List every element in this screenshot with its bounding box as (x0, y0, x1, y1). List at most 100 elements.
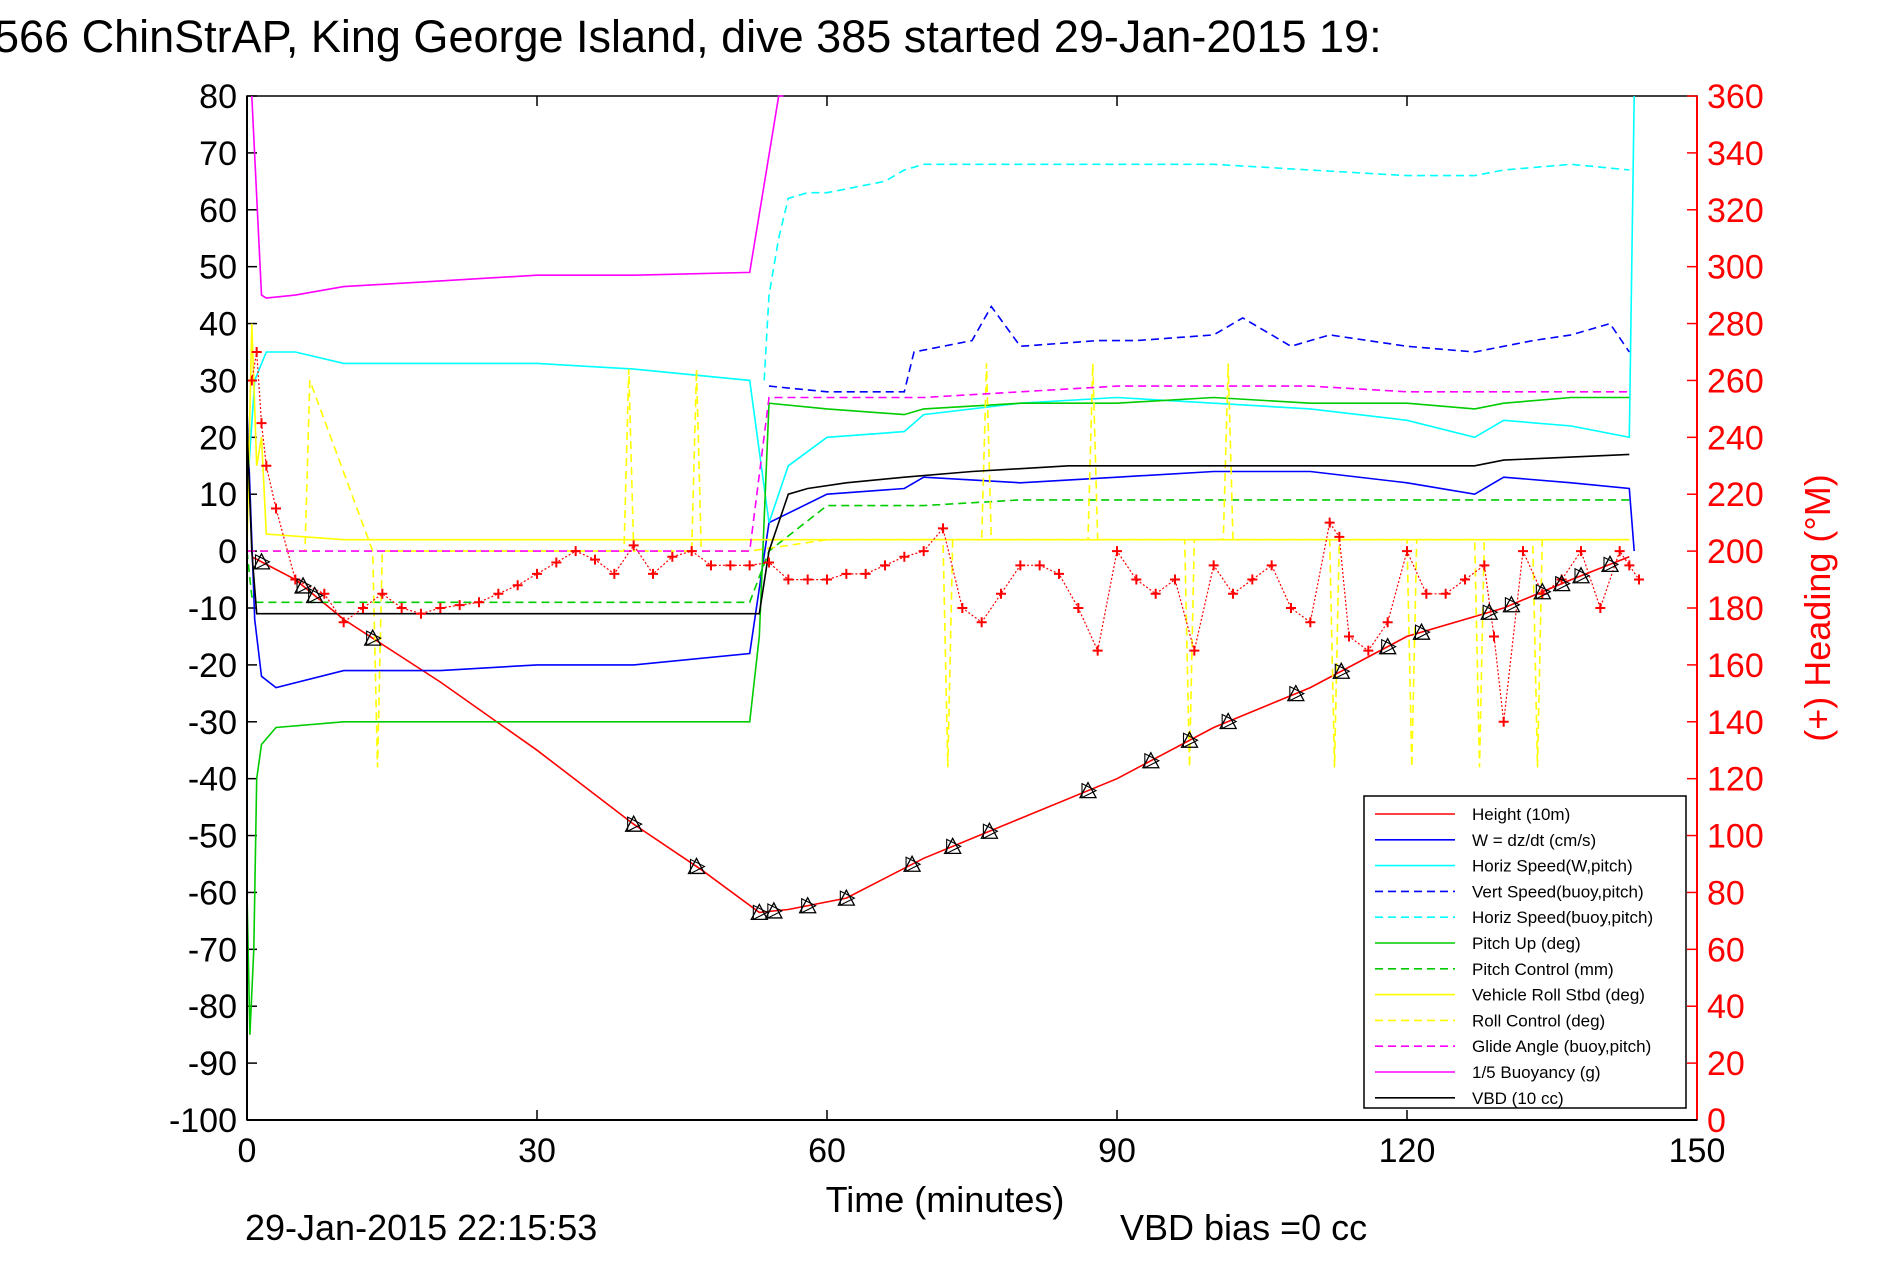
dive-marker (1571, 566, 1591, 584)
x-tick-label: 120 (1379, 1132, 1436, 1170)
dive-marker (1502, 595, 1521, 613)
heading-point (918, 546, 929, 557)
heading-point (1576, 546, 1586, 557)
heading-point (396, 603, 407, 613)
dive-marker-alt (1535, 583, 1552, 600)
y2-tick-label: 220 (1707, 476, 1764, 514)
heading-point (1170, 574, 1180, 585)
heading-point (416, 608, 426, 619)
y-tick-label: 40 (199, 306, 237, 344)
y2-tick-label: 40 (1707, 988, 1745, 1026)
heading-point (1421, 588, 1432, 599)
legend-entry: Roll Control (deg) (1472, 1011, 1605, 1030)
heading-point (1363, 645, 1374, 656)
y2-tick-label: 120 (1707, 761, 1764, 799)
dive-marker (837, 888, 856, 906)
heading-point (1208, 560, 1219, 571)
series-line-9 (247, 385, 1630, 552)
heading-point (512, 580, 523, 591)
heading-point (377, 588, 388, 599)
legend-entry: Horiz Speed(buoy,pitch) (1472, 908, 1653, 927)
heading-point (628, 540, 639, 551)
heading-point (271, 503, 281, 514)
heading-point (1489, 631, 1499, 642)
timestamp-footer: 29-Jan-2015 22:15:53 (245, 1207, 597, 1248)
dive-marker-alt (1182, 732, 1199, 749)
dive-marker (1533, 582, 1552, 600)
chart-title: 566 ChinStrAP, King George Island, dive … (0, 11, 1382, 62)
heading-point (454, 600, 465, 611)
heading-point (1305, 617, 1316, 628)
dive-marker-alt (1221, 713, 1238, 730)
series-line-2 (246, 95, 1635, 523)
legend-entry: Horiz Speed(W,pitch) (1472, 857, 1633, 876)
dive-marker (750, 902, 769, 921)
heading-point (551, 557, 562, 568)
y-tick-label: 70 (199, 135, 237, 173)
y-tick-label: 0 (218, 533, 237, 571)
dive-marker-alt (254, 553, 271, 570)
heading-point (802, 574, 813, 585)
y2-tick-label: 60 (1707, 931, 1745, 969)
dive-marker-alt (767, 903, 784, 919)
y2-tick-label: 320 (1707, 192, 1764, 230)
y-tick-label: -60 (188, 874, 237, 912)
dive-marker (902, 854, 922, 872)
y-tick-label: -40 (188, 761, 237, 799)
dive-marker-alt (982, 823, 999, 840)
legend-entry: Vert Speed(buoy,pitch) (1472, 882, 1644, 901)
dive-marker (798, 896, 817, 914)
y-tick-label: 80 (199, 78, 237, 116)
heading-point (1595, 603, 1606, 613)
y2-tick-label: 180 (1707, 590, 1764, 628)
y2-tick-label: 20 (1707, 1045, 1745, 1083)
heading-point (358, 603, 368, 613)
heading-point (246, 375, 257, 386)
y2-tick-label: 360 (1707, 78, 1764, 116)
heading-point (609, 568, 620, 579)
heading-point (1131, 574, 1142, 585)
dive-marker (1600, 555, 1620, 573)
dive-marker-alt (839, 890, 856, 907)
heading-point (1189, 645, 1200, 656)
dive-marker-alt (801, 897, 817, 914)
legend-entry: Pitch Control (mm) (1472, 960, 1614, 979)
y-tick-label: -100 (169, 1102, 237, 1140)
dive-marker (293, 576, 313, 594)
heading-point (957, 603, 968, 613)
heading-point (667, 551, 678, 562)
heading-point (976, 617, 987, 628)
x-axis-label: Time (minutes) (826, 1179, 1065, 1220)
heading-point (1247, 574, 1258, 585)
legend-entry: W = dz/dt (cm/s) (1472, 831, 1596, 850)
heading-point (590, 554, 600, 565)
legend-entry: Height (10m) (1472, 805, 1570, 824)
series-layer (246, 95, 1635, 1035)
y-tick-label: -10 (188, 590, 237, 628)
dive-marker (363, 628, 382, 646)
heading-point (899, 551, 910, 562)
y-tick-label: -30 (188, 704, 237, 742)
dive-marker (1332, 661, 1351, 679)
heading-point (706, 560, 716, 571)
dive-marker (980, 821, 999, 839)
dive-marker-alt (1289, 685, 1306, 702)
heading-point (860, 568, 871, 579)
heading-point (1150, 588, 1161, 599)
vbd-bias-footer: VBD bias =0 cc (1120, 1207, 1367, 1248)
dive-marker (1286, 684, 1305, 702)
dive-marker (1219, 712, 1238, 730)
dive-marker (1378, 637, 1397, 655)
heading-point (1112, 546, 1122, 557)
series-line-3 (768, 305, 1630, 393)
heading-point (474, 597, 484, 608)
y2-tick-label: 280 (1707, 306, 1764, 344)
heading-point (1092, 645, 1103, 656)
heading-point (435, 603, 446, 613)
y-tick-label: -20 (188, 647, 237, 685)
dive-marker (1078, 781, 1098, 799)
dive-marker-alt (1081, 782, 1098, 799)
heading-point (764, 557, 774, 568)
series-line-0 (251, 556, 1630, 914)
y-tick-label: 60 (199, 192, 237, 230)
